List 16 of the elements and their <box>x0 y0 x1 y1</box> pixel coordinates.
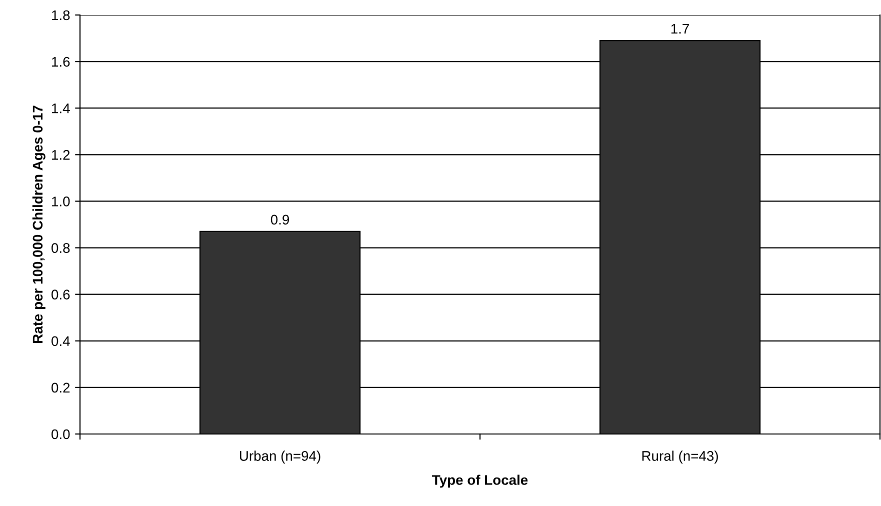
y-tick-label: 0.8 <box>52 243 70 253</box>
x-axis-title: Type of Locale <box>432 474 528 488</box>
y-tick-label: 0.0 <box>52 429 70 440</box>
y-tick-label: 1.8 <box>52 10 70 20</box>
y-tick-label: 1.6 <box>52 56 70 67</box>
data-label: 0.9 <box>270 214 289 225</box>
y-tick-label: 1.4 <box>52 104 70 114</box>
y-tick-label: 0.4 <box>52 336 70 346</box>
y-tick-label: 0.6 <box>52 290 70 300</box>
data-label: 1.7 <box>671 24 689 34</box>
x-tick-label: Rural (n=43) <box>642 450 718 464</box>
y-tick-label: 1.0 <box>52 196 70 206</box>
y-axis-title: Rate per 100,000 Children Ages 0-17 <box>32 106 46 343</box>
y-tick-label: 0.2 <box>52 382 70 393</box>
x-tick-label: Urban (n=94) <box>240 450 320 464</box>
y-tick-label: 1.2 <box>52 150 70 160</box>
